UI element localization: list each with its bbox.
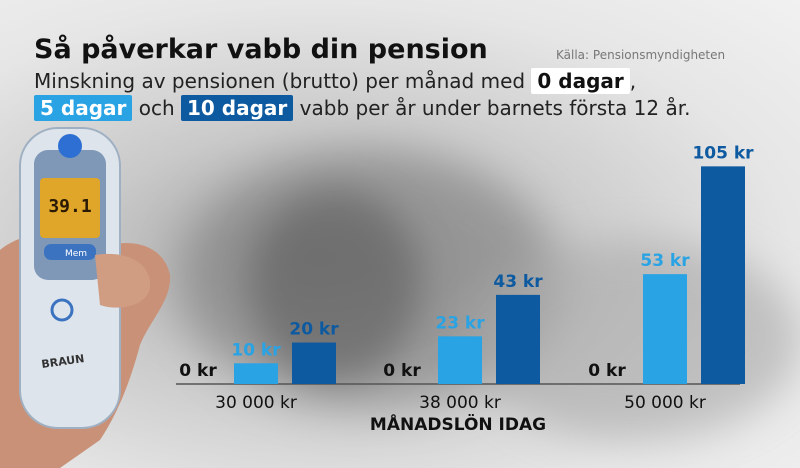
- thermometer-display-value: 39.1: [48, 196, 91, 217]
- thermometer-tip-icon: [58, 134, 82, 158]
- bar-value-label-10-dagar-2: 43 kr: [493, 272, 543, 292]
- thermometer-power-icon: [50, 298, 74, 322]
- bar-value-label-0-dagar-2: 0 kr: [383, 361, 421, 381]
- thermometer-mem-label: Mem: [65, 249, 87, 259]
- legend-chip-0-dagar: 0 dagar: [531, 68, 630, 94]
- bar-value-label-5-dagar-2: 23 kr: [435, 313, 485, 333]
- bar-value-label-0-dagar-1: 0 kr: [179, 361, 217, 381]
- chart-title: Så påverkar vabb din pension: [34, 34, 488, 65]
- thermometer-mem-button: [44, 244, 96, 260]
- x-tick-label-2: 38 000 kr: [419, 393, 501, 413]
- bar-5-dagar-2: [438, 336, 482, 384]
- subtitle-line-1: Minskning av pensionen (brutto) per måna…: [34, 68, 637, 94]
- subtitle-text-end: vabb per år under barnets första 12 år.: [293, 96, 691, 120]
- bar-5-dagar-3: [643, 274, 687, 384]
- bar-10-dagar-1: [292, 342, 336, 384]
- bar-value-label-10-dagar-3: 105 kr: [692, 143, 754, 163]
- legend-chip-10-dagar: 10 dagar: [181, 95, 294, 121]
- x-axis-title: MÅNADSLÖN IDAG: [370, 412, 546, 435]
- bar-value-label-5-dagar-3: 53 kr: [640, 251, 690, 271]
- subtitle-line-2: 5 dagar och 10 dagar vabb per år under b…: [34, 95, 691, 121]
- source-note: Källa: Pensionsmyndigheten: [556, 48, 726, 62]
- legend-chip-5-dagar: 5 dagar: [34, 95, 133, 121]
- thumb-shape: [95, 253, 150, 308]
- x-tick-label-1: 30 000 kr: [215, 393, 297, 413]
- bar-10-dagar-2: [496, 294, 540, 384]
- subtitle-comma: ,: [629, 69, 637, 93]
- subtitle-text-mid: och: [132, 96, 181, 120]
- bar-value-label-10-dagar-1: 20 kr: [289, 320, 339, 340]
- bar-value-label-0-dagar-3: 0 kr: [588, 361, 626, 381]
- thermometer-screen: [40, 178, 100, 238]
- thermometer-brand: BRAUN: [41, 352, 86, 371]
- x-tick-label-3: 50 000 kr: [624, 393, 706, 413]
- bar-value-label-5-dagar-1: 10 kr: [231, 340, 281, 360]
- bar-5-dagar-1: [234, 363, 278, 384]
- subtitle-text-start: Minskning av pensionen (brutto) per måna…: [34, 69, 532, 93]
- bar-10-dagar-3: [701, 166, 745, 384]
